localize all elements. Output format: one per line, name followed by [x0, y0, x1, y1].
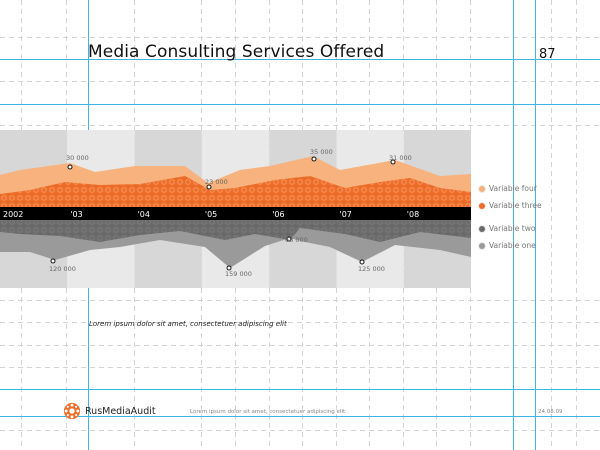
x-tick-label: '03 — [70, 210, 82, 219]
annotation-label: 125 000 — [358, 265, 385, 273]
annotation-label: 159 000 — [225, 270, 252, 278]
annotation-marker — [206, 184, 212, 190]
annotation-label: 68 000 — [285, 236, 308, 244]
legend-label: Variable two — [489, 224, 536, 233]
legend-swatch-variable-one — [479, 242, 485, 249]
annotation-label: 35 000 — [310, 148, 333, 156]
legend-label: Variable three — [489, 201, 542, 210]
annotation-marker — [67, 164, 73, 170]
series-variable-two-texture — [0, 220, 471, 242]
page-number: 87 — [539, 47, 556, 62]
footer-date: 24.08.09 — [538, 409, 563, 415]
annotation-label: 31 000 — [389, 154, 412, 162]
series-variable-three-texture — [0, 176, 471, 208]
brand-logo-icon — [63, 402, 81, 420]
page-title: Media Consulting Services Offered — [88, 42, 385, 62]
timeline-bar — [0, 207, 471, 220]
annotation-label: 23 000 — [205, 178, 228, 186]
annotation-marker — [359, 259, 365, 265]
legend-item-variable-one: Variable one — [479, 237, 542, 254]
footer-text: Lorem ipsum dolor sit amet, consectetuer… — [190, 409, 346, 415]
annotation-label: 30 000 — [66, 154, 89, 162]
x-tick-label: '07 — [340, 210, 352, 219]
annotation-label: 120 000 — [49, 265, 76, 273]
chart-legend: Variable four Variable three Variable tw… — [479, 180, 542, 254]
footer-brand: RusMediaAudit — [63, 402, 156, 420]
annotation-marker — [50, 258, 56, 264]
legend-item-variable-three: Variable three — [479, 197, 542, 214]
legend-swatch-variable-three — [479, 202, 485, 209]
x-tick-label: 2002 — [3, 210, 23, 219]
legend-item-variable-four: Variable four — [479, 180, 542, 197]
legend-label: Variable four — [489, 184, 537, 193]
legend-label: Variable one — [489, 241, 536, 250]
x-tick-label: '05 — [205, 210, 217, 219]
legend-swatch-variable-four — [479, 185, 485, 192]
brand-name: RusMediaAudit — [85, 405, 156, 417]
legend-item-variable-two: Variable two — [479, 220, 542, 237]
legend-swatch-variable-two — [479, 225, 485, 232]
annotation-marker — [286, 236, 292, 242]
x-tick-label: '08 — [407, 210, 419, 219]
x-tick-label: '04 — [138, 210, 150, 219]
stream-chart: 2002 '03 '04 '05 '06 '07 '08 30 000 23 000 35 00… — [0, 130, 471, 288]
chart-caption: Lorem ipsum dolor sit amet, consectetuer… — [89, 320, 287, 328]
annotation-marker — [226, 265, 232, 271]
annotation-marker — [311, 156, 317, 162]
x-tick-label: '06 — [272, 210, 284, 219]
annotation-marker — [390, 159, 396, 165]
